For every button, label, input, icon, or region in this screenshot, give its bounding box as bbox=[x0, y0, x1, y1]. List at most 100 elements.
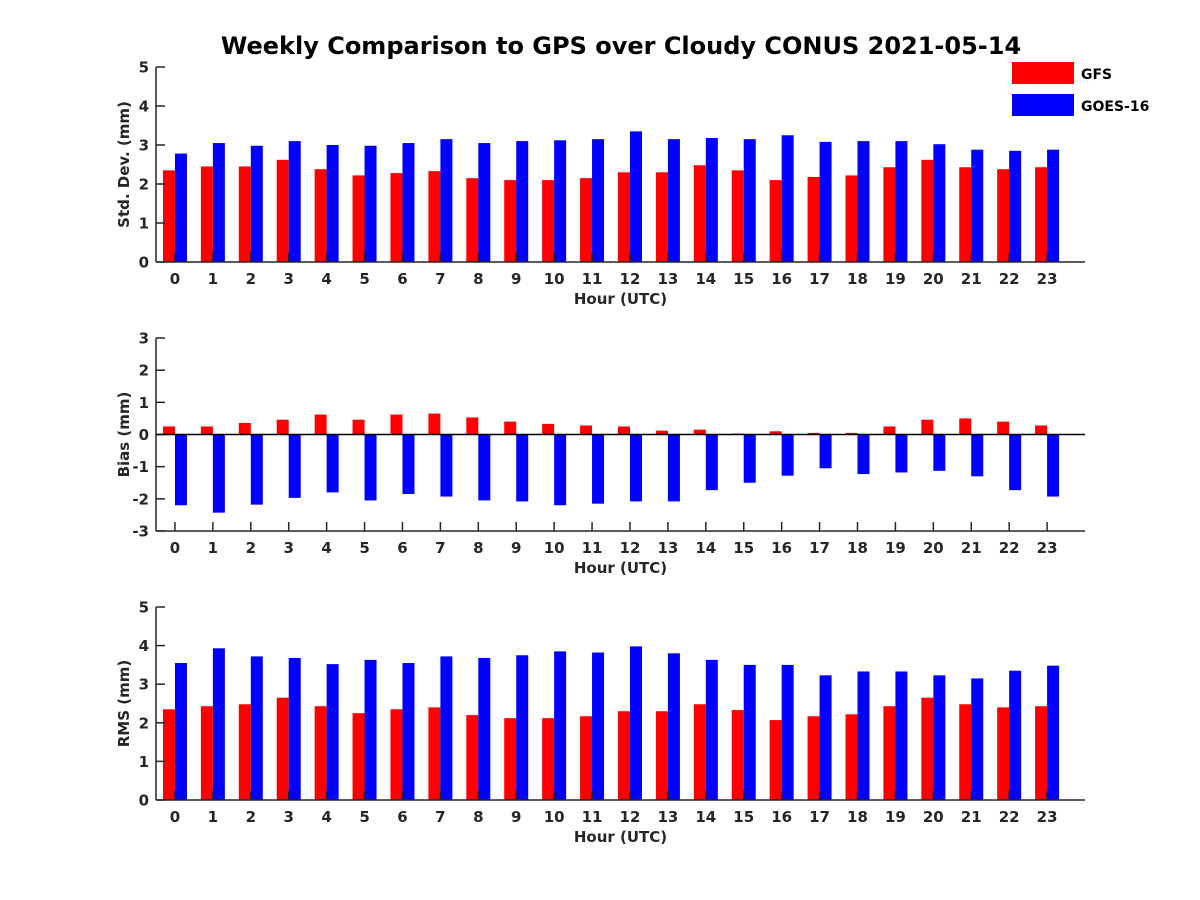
bar-gfs-12 bbox=[617, 172, 630, 262]
bar-gfs-14 bbox=[693, 704, 706, 800]
bar-gfs-22 bbox=[997, 421, 1010, 435]
x-tick-label: 13 bbox=[657, 808, 678, 826]
bar-gfs-11 bbox=[580, 425, 593, 435]
x-axis-label: Hour (UTC) bbox=[574, 828, 667, 846]
bar-goes16-21 bbox=[971, 149, 984, 262]
x-tick-label: 13 bbox=[657, 270, 678, 288]
bar-gfs-13 bbox=[655, 430, 668, 435]
bar-gfs-6 bbox=[390, 709, 403, 800]
y-tick-label: 3 bbox=[139, 137, 149, 155]
bar-gfs-19 bbox=[883, 706, 896, 800]
bar-goes16-0 bbox=[174, 153, 187, 262]
bar-gfs-17 bbox=[807, 716, 820, 800]
bar-goes16-17 bbox=[819, 141, 832, 262]
bar-gfs-8 bbox=[466, 178, 479, 262]
x-tick-label: 19 bbox=[885, 539, 906, 557]
x-tick-label: 15 bbox=[733, 539, 754, 557]
x-tick-label: 13 bbox=[657, 539, 678, 557]
y-tick-label: 4 bbox=[139, 98, 149, 116]
x-tick-label: 17 bbox=[809, 270, 830, 288]
x-tick-label: 1 bbox=[208, 270, 218, 288]
x-tick-label: 0 bbox=[170, 808, 180, 826]
x-tick-label: 18 bbox=[847, 539, 868, 557]
bar-gfs-12 bbox=[617, 426, 630, 435]
bar-goes16-7 bbox=[440, 434, 453, 497]
bar-goes16-0 bbox=[174, 434, 187, 506]
bar-goes16-2 bbox=[250, 434, 263, 505]
bar-gfs-18 bbox=[845, 432, 858, 435]
x-tick-label: 5 bbox=[359, 539, 369, 557]
bar-gfs-15 bbox=[731, 170, 744, 262]
bar-goes16-19 bbox=[895, 671, 908, 800]
bar-goes16-13 bbox=[667, 139, 680, 262]
y-tick-label: 1 bbox=[139, 753, 149, 771]
x-tick-label: 0 bbox=[170, 539, 180, 557]
bar-gfs-2 bbox=[238, 166, 251, 262]
bar-goes16-20 bbox=[933, 144, 946, 262]
x-tick-label: 18 bbox=[847, 808, 868, 826]
bar-goes16-1 bbox=[212, 648, 225, 800]
bar-gfs-16 bbox=[769, 431, 782, 435]
bar-gfs-8 bbox=[466, 417, 479, 435]
bar-goes16-22 bbox=[1009, 434, 1022, 491]
bar-gfs-10 bbox=[542, 423, 555, 435]
x-tick-label: 21 bbox=[961, 808, 982, 826]
x-axis-label: Hour (UTC) bbox=[574, 290, 667, 308]
bar-goes16-19 bbox=[895, 141, 908, 262]
bar-gfs-12 bbox=[617, 711, 630, 800]
x-tick-label: 16 bbox=[771, 270, 792, 288]
x-tick-label: 7 bbox=[435, 808, 445, 826]
bar-goes16-3 bbox=[288, 434, 301, 498]
bar-goes16-15 bbox=[743, 664, 756, 800]
x-tick-label: 11 bbox=[582, 539, 603, 557]
bar-goes16-22 bbox=[1009, 150, 1022, 262]
chart-title: Weekly Comparison to GPS over Cloudy CON… bbox=[221, 32, 1021, 60]
bar-gfs-10 bbox=[542, 718, 555, 800]
bar-goes16-0 bbox=[174, 662, 187, 800]
bar-goes16-5 bbox=[364, 659, 377, 800]
x-tick-label: 8 bbox=[473, 808, 483, 826]
bar-gfs-3 bbox=[276, 419, 289, 435]
bar-goes16-13 bbox=[667, 653, 680, 800]
y-tick-label: -1 bbox=[132, 458, 149, 476]
bar-gfs-19 bbox=[883, 167, 896, 262]
bar-gfs-23 bbox=[1035, 706, 1048, 800]
bar-gfs-16 bbox=[769, 720, 782, 800]
bar-gfs-21 bbox=[959, 704, 972, 800]
bar-gfs-11 bbox=[580, 716, 593, 800]
x-tick-label: 14 bbox=[695, 808, 716, 826]
x-tick-label: 20 bbox=[923, 270, 944, 288]
bar-goes16-12 bbox=[629, 131, 642, 262]
y-tick-label: 2 bbox=[139, 714, 149, 732]
x-tick-label: 23 bbox=[1037, 270, 1058, 288]
bar-gfs-5 bbox=[352, 175, 365, 262]
bar-gfs-2 bbox=[238, 422, 251, 435]
x-tick-label: 4 bbox=[321, 539, 331, 557]
bar-goes16-9 bbox=[516, 434, 529, 502]
x-tick-label: 16 bbox=[771, 539, 792, 557]
bar-gfs-1 bbox=[200, 706, 213, 800]
bar-gfs-6 bbox=[390, 414, 403, 435]
bar-goes16-21 bbox=[971, 678, 984, 800]
x-tick-label: 6 bbox=[397, 270, 407, 288]
x-tick-label: 1 bbox=[208, 539, 218, 557]
bar-goes16-11 bbox=[592, 139, 605, 262]
bar-gfs-7 bbox=[428, 707, 441, 800]
bar-goes16-10 bbox=[554, 434, 567, 506]
y-axis-label: RMS (mm) bbox=[115, 660, 133, 747]
bar-gfs-13 bbox=[655, 711, 668, 800]
bar-gfs-16 bbox=[769, 180, 782, 262]
bar-gfs-10 bbox=[542, 180, 555, 262]
bar-goes16-9 bbox=[516, 141, 529, 262]
bar-gfs-20 bbox=[921, 419, 934, 435]
x-tick-label: 20 bbox=[923, 539, 944, 557]
x-tick-label: 6 bbox=[397, 808, 407, 826]
x-tick-label: 4 bbox=[321, 270, 331, 288]
bar-gfs-1 bbox=[200, 426, 213, 435]
y-tick-label: 1 bbox=[139, 215, 149, 233]
x-tick-label: 8 bbox=[473, 270, 483, 288]
bar-gfs-7 bbox=[428, 171, 441, 262]
